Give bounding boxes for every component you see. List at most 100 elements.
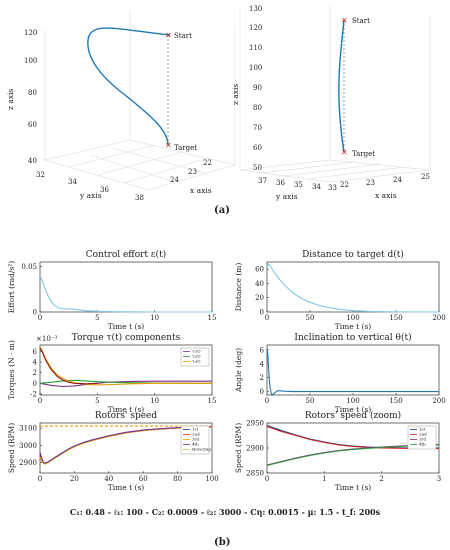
- torques-series-line: [39, 346, 212, 386]
- inclination-x-axis-label: Time t (s): [335, 405, 372, 414]
- traj3d-left-y-tick: 36: [100, 186, 109, 194]
- caption-a: (a): [214, 205, 230, 216]
- inclination-x-tick-label: 50: [306, 397, 315, 405]
- effort-title: Control effort ε(t): [86, 249, 166, 260]
- rotors-x-tick-label: 60: [139, 475, 148, 483]
- rotors-y-tick-label: 2900: [19, 459, 37, 467]
- torques-y-axis-label: Torques (N · m): [7, 340, 16, 400]
- inclination-x-tick-label: 0: [265, 397, 269, 405]
- effort-x-tick-label: 5: [95, 314, 99, 322]
- traj3d-left-z-axis-label: z axis: [6, 89, 15, 110]
- torques-legend-label: τ₁(t): [192, 349, 201, 354]
- traj3d-right-x-ticks: 22 23 24 25: [340, 173, 430, 189]
- traj3d-right-y-tick: 35: [294, 181, 303, 189]
- traj3d-right-z-tick: 80: [253, 104, 262, 112]
- traj3d-left-floor: [44, 10, 236, 191]
- rotors-x-tick-label: 80: [173, 475, 182, 483]
- distance-x-tick-label: 100: [346, 314, 359, 322]
- distance-y-tick-label: 60: [255, 266, 264, 274]
- torques-frame: [39, 344, 213, 396]
- caption-b: (b): [214, 537, 230, 548]
- torques-series-line: [39, 347, 98, 385]
- effort-x-tick-label: 10: [150, 314, 159, 322]
- rotors-zoom-x-tick-label: 2: [379, 475, 383, 483]
- effort-y-axis-label: Effort (rad/s²): [7, 261, 16, 313]
- inclination-y-tick-label: 6: [260, 346, 265, 354]
- distance-x-tick-label: 50: [306, 314, 315, 322]
- traj3d-right-z-tick: 130: [249, 5, 262, 13]
- traj3d-left-y-ticks: 32 34 36 38: [36, 171, 144, 202]
- rotors-zoom-x-tick-label: 3: [437, 475, 441, 483]
- rotors-x-axis-label: Time t (s): [108, 483, 145, 492]
- traj3d-right-y-tick: 34: [312, 183, 321, 191]
- distance-frame: [266, 261, 440, 313]
- params-line: C₁: 0.48 - ℓ₁: 100 - C₂: 0.0009 - ℓ₂: 30…: [70, 507, 381, 517]
- traj3d-right-start-label: Start: [352, 17, 370, 25]
- torques-x-axis-label: Time t (s): [108, 405, 145, 414]
- distance-series-line: [266, 263, 440, 313]
- rotors-zoom-title: Rotors' speed (zoom): [305, 410, 401, 421]
- rotors-x-tick-label: 100: [205, 475, 218, 483]
- traj3d-left-z-tick: 60: [28, 121, 37, 129]
- rotors-zoom-y-tick-label: 2850: [246, 470, 264, 478]
- traj3d-right-z-tick: 120: [249, 24, 262, 32]
- traj3d-left-target-marker: ✕: [165, 141, 172, 150]
- rotors-chart: Rotors' speed 0 20 40 60 80 100 2900 3000 3100 Tim…: [7, 411, 219, 492]
- rotors-zoom-legend-box: [407, 425, 437, 450]
- effort-y-tick-label: 0.05: [21, 263, 37, 271]
- effort-series-line: [39, 275, 212, 313]
- effort-y-tick-label: 0: [33, 309, 37, 317]
- rotors-y-axis-label: Speed (RPM): [7, 423, 16, 473]
- torques-series-line: [39, 379, 213, 384]
- distance-y-tick-label: 20: [255, 294, 264, 302]
- traj3d-right-x-tick: 25: [421, 173, 430, 181]
- traj3d-left-z-tick: 80: [28, 89, 37, 97]
- traj3d-left-y-axis-label: y axis: [79, 191, 102, 200]
- torques-y-tick-label: 2: [33, 369, 37, 377]
- rotors-zoom-y-tick-label: 2900: [246, 445, 264, 453]
- effort-x-axis-label: Time t (s): [108, 322, 145, 331]
- rotors-zoom-series-line: [266, 425, 439, 450]
- rotors-zoom-x-tick-label: 1: [322, 475, 326, 483]
- inclination-frame: [266, 344, 440, 396]
- traj3d-right-x-tick: 23: [366, 179, 375, 187]
- traj3d-right-z-tick: 110: [249, 44, 262, 52]
- torques-x-tick-label: 0: [38, 397, 42, 405]
- rotors-zoom-x-tick-label: 0: [265, 475, 269, 483]
- torques-x-tick-label: 10: [150, 397, 159, 405]
- traj3d-left-y-tick: 32: [36, 171, 45, 179]
- distance-y-tick-label: 40: [255, 280, 264, 288]
- rotors-zoom-legend-label: 3rd: [419, 437, 426, 442]
- inclination-x-tick-label: 200: [432, 397, 445, 405]
- traj3d-left-start-marker: ✕: [165, 31, 172, 40]
- traj3d-right-floor: [239, 5, 431, 183]
- traj3d-right-plot: ✕ ✕ Start Target 50 60 70 80 90 100 110 …: [231, 5, 431, 201]
- effort-x-tick-label: 15: [208, 314, 217, 322]
- traj3d-right-start-marker: ✕: [341, 16, 348, 25]
- torques-y-tick-label: -2: [30, 390, 37, 398]
- distance-x-tick-label: 0: [265, 314, 269, 322]
- rotors-x-tick-label: 40: [104, 475, 113, 483]
- rotors-y-tick-label: 3000: [19, 442, 37, 450]
- torques-y-exponent: ×10⁻³: [36, 335, 57, 343]
- rotors-zoom-legend-label: 1st: [419, 427, 426, 432]
- traj3d-right-z-tick: 60: [253, 144, 262, 152]
- rotors-zoom-legend-label: 2nd: [419, 432, 427, 437]
- effort-chart: Control effort ε(t) 0 5 10 15 0 0.05 Time t (s)…: [7, 249, 216, 331]
- torques-y-tick-label: 4: [33, 359, 38, 367]
- torques-title: Torque τ(t) components: [72, 332, 181, 343]
- inclination-y-tick-label: 4: [260, 360, 265, 368]
- traj3d-right-x-tick: 24: [393, 176, 402, 184]
- traj3d-left-z-tick: 100: [24, 57, 37, 65]
- traj3d-left-target-label: Target: [174, 144, 197, 152]
- traj3d-left-y-tick: 34: [68, 178, 77, 186]
- torques-y-tick-label: 0: [33, 380, 37, 388]
- traj3d-right-y-tick: 33: [328, 184, 337, 192]
- rotors-zoom-y-tick-label: 2950: [246, 420, 264, 428]
- traj3d-left-z-ticks: 40 60 80 100 120: [24, 29, 37, 165]
- traj3d-left-z-tick: 120: [24, 29, 37, 37]
- rotors-x-tick-label: 20: [70, 475, 79, 483]
- rotors-legend-label: 2nd: [192, 432, 200, 437]
